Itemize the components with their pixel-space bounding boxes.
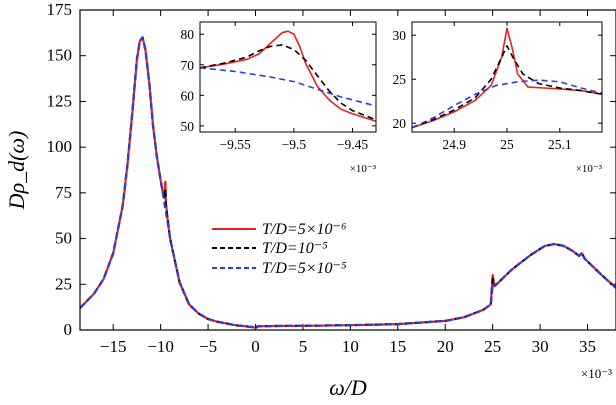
main-y-tick-label: 50 [55,229,72,248]
x-axis-label: ω/D [329,375,367,400]
inset1-x-tick-label: −9.55 [220,137,251,152]
main-plot-frame [79,9,616,331]
inset2-y-tick-label: 20 [393,116,407,131]
y-axis-label: Dρ_d(ω) [4,131,29,211]
main-series-lines [80,36,616,330]
inset1-y-tick-label: 80 [181,27,195,42]
inset2-y-tick-label: 25 [393,72,407,87]
inset-left-series-lines [200,30,376,123]
inset2-series-line-0 [412,27,602,129]
main-x-tick-label: 35 [579,337,596,356]
main-series-line-2 [80,36,616,330]
main-y-tick-label: 125 [47,91,73,110]
main-x-tick-label: 15 [389,337,406,356]
inset-left-frame [199,21,377,133]
inset2-x-tick-label: 25.1 [548,137,572,152]
main-axis-ticks: −15 −10 −5 0 5 10 15 20 25 30 35 0 25 50 75 100 125 150 17… [47,0,616,356]
legend-entry-2: T/D=5×10⁻⁵ [262,260,347,277]
main-x-tick-label: −5 [199,337,217,356]
x-axis-multiplier: ×10⁻³ [581,366,612,381]
main-x-tick-label: −10 [147,337,174,356]
main-y-tick-label: 175 [47,0,73,19]
inset2-y-tick-label: 30 [393,28,407,43]
main-x-tick-label: −15 [100,337,127,356]
inset1-y-tick-label: 70 [181,58,195,73]
inset-right-background [404,20,604,132]
inset1-x-tick-label: −9.5 [282,137,307,152]
inset-right-axis-ticks: 24.9 25 25.1 20 25 30 [393,22,602,152]
inset2-series-line-2 [412,79,602,129]
main-x-tick-label: 0 [251,337,260,356]
main-y-tick-label: 75 [55,183,72,202]
inset2-x-tick-label: 25 [500,137,514,152]
inset-right-frame [411,21,603,133]
inset-right-series-lines [412,27,602,129]
main-x-tick-label: 30 [532,337,549,356]
main-x-tick-label: 25 [484,337,501,356]
inset1-y-tick-label: 50 [181,119,195,134]
inset-left-x-multiplier: ×10⁻³ [350,163,377,175]
legend: T/D=5×10⁻⁶ T/D=10⁻⁵ T/D=5×10⁻⁵ [212,221,347,277]
inset-right-x-multiplier: ×10⁻³ [576,163,603,175]
inset1-series-line-2 [200,67,376,107]
main-x-tick-label: 10 [342,337,359,356]
inset2-x-tick-label: 24.9 [442,137,466,152]
inset-left-background [196,20,376,132]
legend-entry-0: T/D=5×10⁻⁶ [262,221,347,238]
main-y-tick-label: 0 [64,320,73,339]
legend-entry-1: T/D=10⁻⁵ [262,240,328,257]
main-y-tick-label: 150 [47,46,73,65]
main-x-tick-label: 5 [299,337,308,356]
inset2-series-line-1 [412,45,602,129]
inset-left-axis-ticks: −9.55 −9.5 −9.45 50 60 70 80 [181,22,376,152]
main-y-tick-label: 100 [47,137,73,156]
main-y-tick-label: 25 [55,274,72,293]
inset1-x-tick-label: −9.45 [337,137,368,152]
inset1-y-tick-label: 60 [181,88,195,103]
inset1-series-line-0 [200,30,376,123]
main-x-tick-label: 20 [437,337,454,356]
